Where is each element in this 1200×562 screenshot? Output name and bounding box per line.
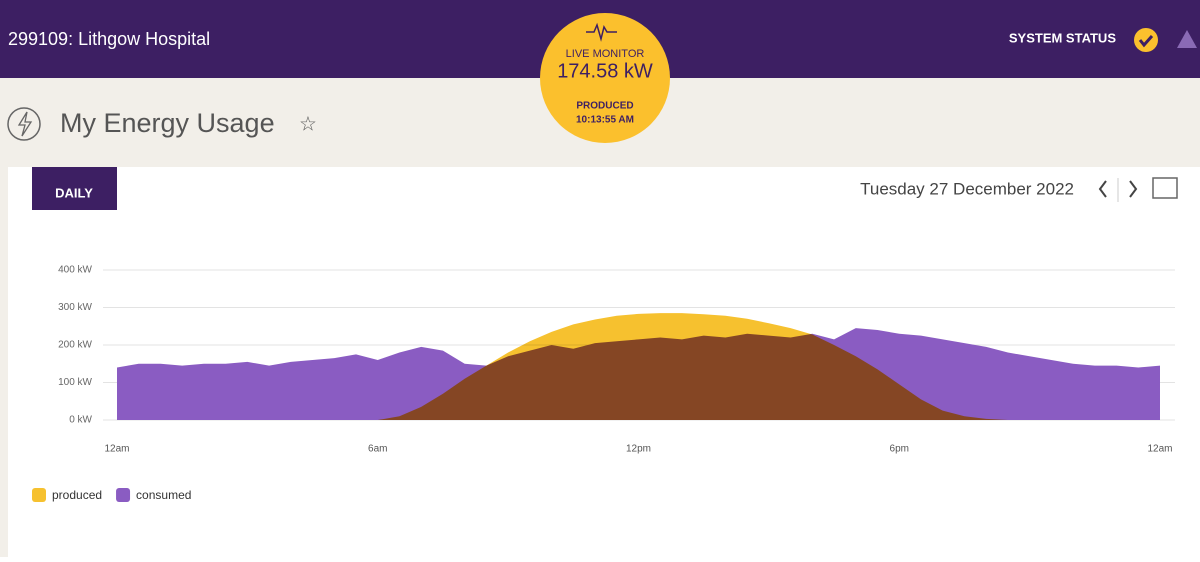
tab-label: DAILY xyxy=(55,185,93,200)
y-tick-label: 400 kW xyxy=(58,265,92,276)
monitor-time: 10:13:55 AM xyxy=(576,115,634,126)
status-ok-icon[interactable] xyxy=(1134,28,1158,52)
chart: 0 kW 100 kW 200 kW 300 kW 400 kW 12am 6am 12pm 6… xyxy=(32,265,1175,502)
next-day[interactable] xyxy=(1129,180,1138,198)
favorite-star[interactable]: ☆ xyxy=(299,113,317,135)
legend-label: consumed xyxy=(136,488,191,502)
prev-day[interactable] xyxy=(1098,180,1107,198)
energy-icon xyxy=(7,107,41,141)
page-title: My Energy Usage xyxy=(60,108,275,138)
area xyxy=(117,313,1160,420)
pulse-icon xyxy=(586,22,617,42)
x-tick-label: 12am xyxy=(1147,444,1172,455)
calendar-icon[interactable] xyxy=(1152,177,1178,199)
legend-swatch xyxy=(116,488,131,502)
warning-icon[interactable] xyxy=(1177,30,1197,48)
date-label: Tuesday 27 December 2022 xyxy=(860,179,1074,198)
y-tick-label: 200 kW xyxy=(58,340,92,351)
monitor-label: LIVE MONITOR xyxy=(566,48,645,60)
y-tick-label: 0 kW xyxy=(69,415,92,426)
x-tick-label: 6am xyxy=(368,444,387,455)
legend-swatch xyxy=(32,488,46,502)
x-tick-label: 12am xyxy=(104,444,129,455)
monitor-reading: 174.58 kW xyxy=(557,60,653,82)
legend-label: produced xyxy=(52,488,102,502)
x-tick-label: 12pm xyxy=(626,444,651,455)
check xyxy=(1138,35,1154,48)
y-tick-label: 300 kW xyxy=(58,302,92,313)
x-tick-label: 6pm xyxy=(890,444,909,455)
y-tick-label: 100 kW xyxy=(58,377,92,388)
site-name: 299109: Lithgow Hospital xyxy=(8,29,210,49)
live-monitor[interactable] xyxy=(540,13,670,143)
daily-tab[interactable] xyxy=(32,167,117,210)
system-status[interactable]: SYSTEM STATUS xyxy=(1009,30,1116,45)
monitor-kind: PRODUCED xyxy=(576,101,633,112)
bolt xyxy=(17,111,33,137)
